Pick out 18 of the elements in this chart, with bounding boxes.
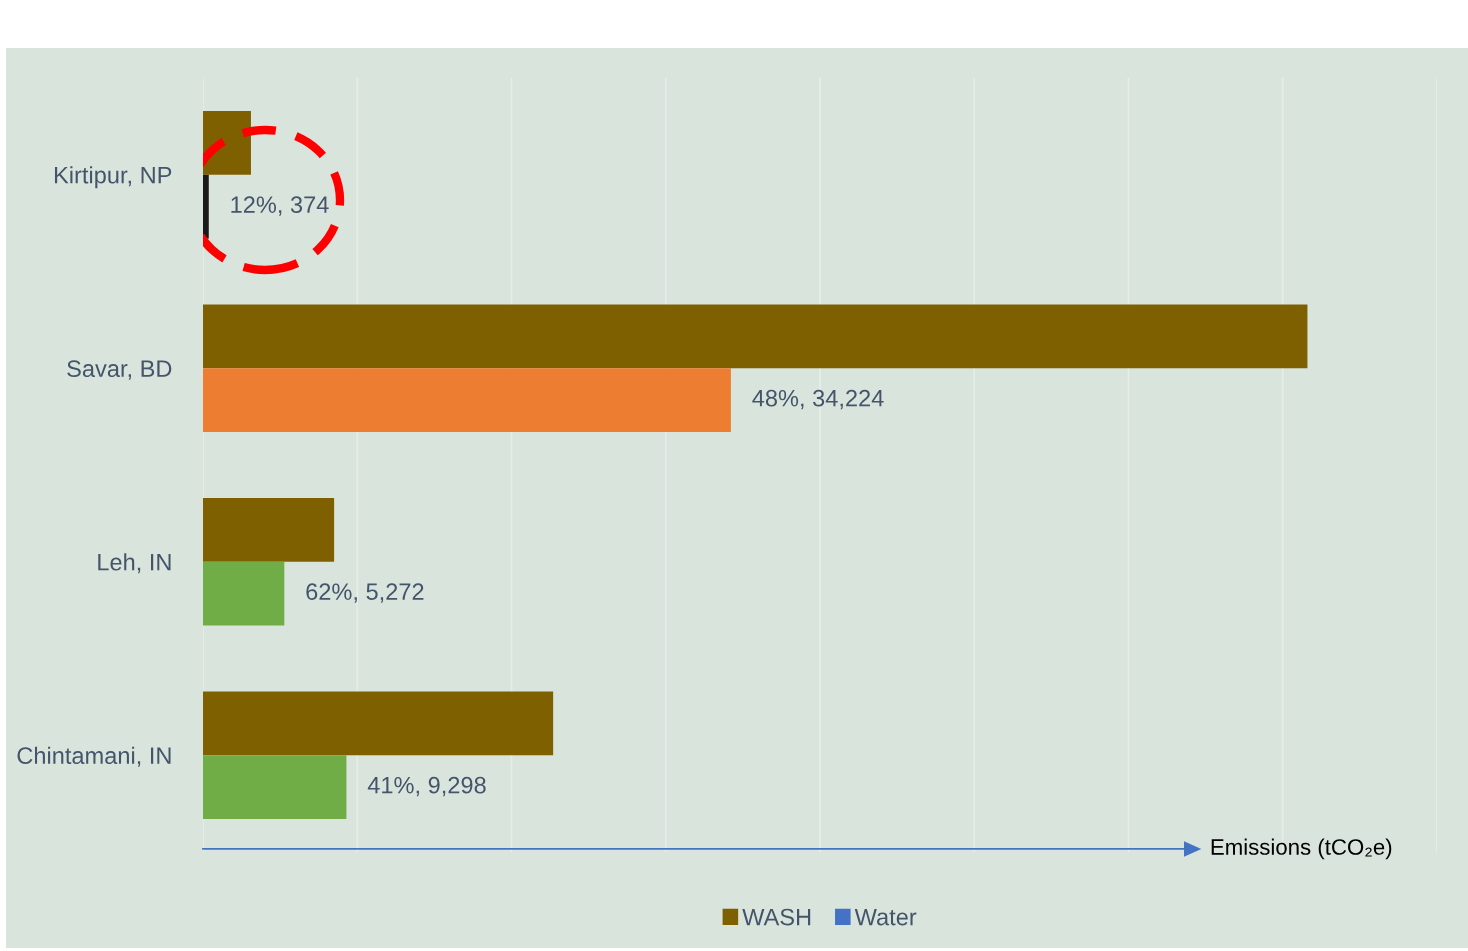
bar [203,368,731,433]
bar [203,691,554,756]
bar [203,304,1308,369]
data-label: 48%, 34,224 [752,389,884,410]
y-tick-label: Leh, IN [98,553,171,574]
bar [203,755,347,820]
y-tick-label: Savar, BD [67,360,172,380]
text: Water [854,908,917,926]
y-tick-label: Kirtipur, NP [54,166,172,189]
bar [203,174,209,239]
bar [203,497,335,562]
data-label: 62%, 5,272 [306,583,424,603]
y-tick-label: Chintamani, IN [17,746,171,767]
data-label: 41%, 9,298 [367,776,486,797]
bar [203,561,285,626]
x-axis-title: Emissions (tCO₂e) [1211,838,1392,860]
data-label: 12%, 374 [231,196,329,216]
legend-label: WASH [742,908,811,926]
